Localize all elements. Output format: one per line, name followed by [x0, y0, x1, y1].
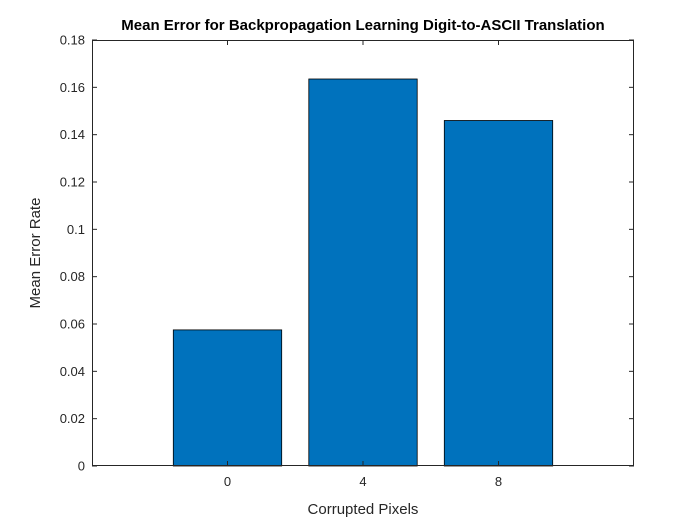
- y-tick-label: 0: [78, 459, 85, 474]
- bar-4: [309, 79, 417, 466]
- y-tick-label: 0.08: [60, 269, 85, 284]
- bar-8: [444, 121, 552, 467]
- y-tick-label: 0.1: [67, 222, 85, 237]
- chart-title: Mean Error for Backpropagation Learning …: [121, 17, 604, 34]
- y-tick-label: 0.18: [60, 33, 85, 48]
- y-tick-label: 0.16: [60, 80, 85, 95]
- x-tick-label: 4: [359, 474, 366, 489]
- y-tick-label: 0.06: [60, 317, 85, 332]
- x-tick-label: 8: [495, 474, 502, 489]
- plot-area: 0 0.02 0.04 0.06 0.08 0.1 0.12 0.14 0.16 0.18 0 4 8: [60, 33, 634, 490]
- y-tick-label: 0.02: [60, 411, 85, 426]
- y-tick-label: 0.04: [60, 364, 85, 379]
- x-tick-label: 0: [224, 474, 231, 489]
- y-tick-label: 0.14: [60, 127, 85, 142]
- bar-0: [173, 330, 281, 466]
- y-axis-label: Mean Error Rate: [27, 198, 44, 309]
- y-tick-label: 0.12: [60, 175, 85, 190]
- x-axis-label: Corrupted Pixels: [308, 501, 419, 518]
